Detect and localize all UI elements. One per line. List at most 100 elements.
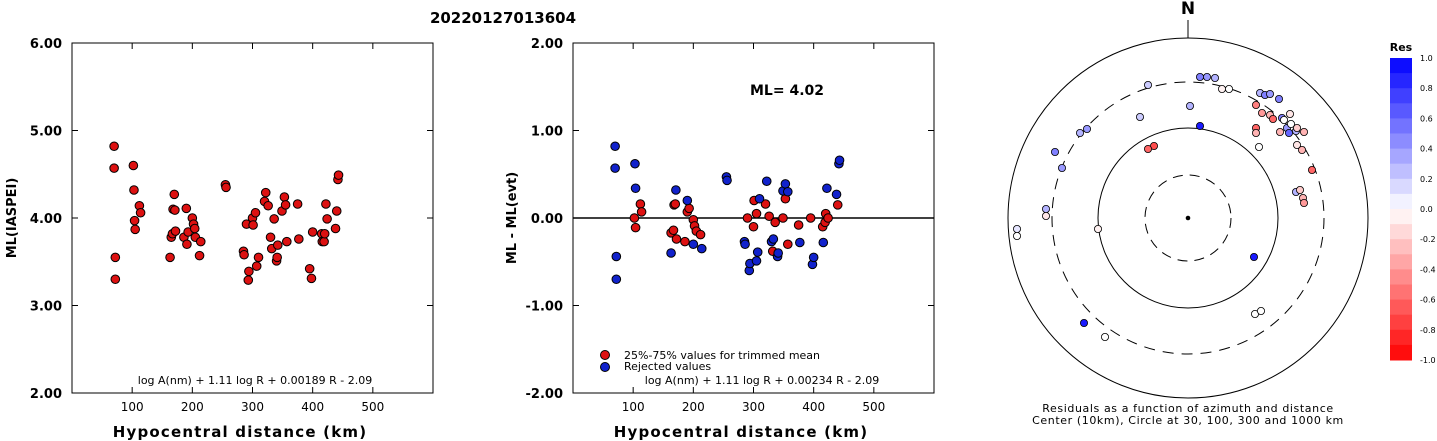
colorbar-cell: [1390, 239, 1412, 255]
ml-point: [330, 223, 341, 234]
azimuth-residual-map: N Residuals as a function of azimuth and…: [1007, 0, 1369, 427]
station-residual-point: [1285, 128, 1294, 137]
colorbar-cell: [1390, 344, 1412, 361]
rejected-point: [696, 243, 707, 254]
rejected-point: [611, 251, 622, 262]
rejected-point: [751, 256, 762, 266]
residual-y-tick-label: 2.00: [531, 37, 563, 52]
colorbar-cell: [1390, 88, 1412, 104]
legend-label-trimmed: 25%-75% values for trimmed mean: [624, 349, 820, 362]
residual-vs-distance-chart: ML - ML(evt) Hypocentral distance (km) M…: [505, 37, 935, 441]
station-residual-point: [1211, 74, 1220, 83]
ml-point: [333, 170, 344, 180]
station-residual-point: [1296, 185, 1305, 194]
rejected-point: [761, 176, 772, 187]
ml-point: [165, 252, 175, 263]
ml-point: [182, 239, 192, 250]
trimmed-point: [778, 213, 788, 223]
trimmed-point: [671, 234, 682, 244]
colorbar-tick-label: 0.6: [1420, 114, 1433, 123]
ml-point: [265, 232, 276, 243]
legend-marker-trimmed: [600, 350, 610, 360]
residual-y-tick-label: 1.00: [531, 125, 563, 140]
trimmed-point: [636, 207, 647, 217]
station-residual-point: [1275, 95, 1284, 104]
rejected-point: [768, 234, 779, 244]
trimmed-point: [742, 213, 753, 223]
rejected-point: [610, 163, 620, 173]
ml-x-tick-label: 200: [181, 400, 204, 414]
ml-y-tick-label: 4.00: [30, 212, 62, 227]
colorbar-cell: [1390, 73, 1412, 89]
station-residual-point: [1083, 125, 1092, 134]
ml-point: [280, 200, 291, 210]
ml-y-tick-label: 2.00: [30, 387, 62, 402]
ml-point: [306, 273, 317, 284]
rejected-point: [795, 237, 805, 248]
ml-point: [128, 160, 139, 171]
residual-x-tick-label: 100: [622, 400, 645, 414]
ml-point: [331, 206, 342, 216]
trimmed-point: [748, 221, 759, 232]
ml-point: [244, 266, 254, 277]
station-residual-point: [1076, 128, 1085, 137]
ml-point: [272, 240, 283, 250]
ml-point: [272, 252, 282, 263]
rejected-point: [666, 248, 676, 258]
ml-point: [251, 261, 262, 271]
ml-point: [221, 182, 231, 193]
ml-point: [307, 227, 318, 237]
trimmed-point: [832, 200, 843, 210]
rejected-point: [831, 189, 842, 200]
colorbar-tick-label: 0.2: [1420, 175, 1433, 184]
colorbar-cell: [1390, 254, 1412, 270]
station-residual-point: [1308, 165, 1317, 174]
station-residual-point: [1144, 81, 1153, 90]
rejected-point: [754, 193, 765, 204]
trimmed-point: [629, 213, 640, 223]
station-residual-point: [1252, 128, 1261, 137]
rejected-point: [611, 274, 622, 285]
trimmed-point: [630, 222, 641, 233]
colorbar-cell: [1390, 118, 1412, 134]
ml-point: [129, 215, 140, 226]
ml-x-tick-label: 100: [121, 400, 144, 414]
station-residual-point: [1042, 204, 1051, 213]
legend-label-rejected: Rejected values: [624, 360, 711, 373]
rejected-point: [818, 237, 829, 248]
ml-point: [170, 205, 180, 215]
ml-y-tick-label: 5.00: [30, 125, 62, 140]
station-residual-point: [1144, 144, 1153, 153]
rejected-point: [630, 183, 641, 194]
residual-formula: log A(nm) + 1.11 log R + 0.00234 R - 2.0…: [645, 374, 879, 387]
ml-point: [181, 203, 192, 214]
rejected-point: [808, 252, 819, 263]
colorbar-cell: [1390, 314, 1412, 331]
rejected-point: [834, 155, 845, 166]
outer-ring: [1007, 37, 1369, 399]
ml-y-axis-label: ML(IASPEI): [5, 178, 20, 259]
station-residual-point: [1042, 211, 1051, 220]
station-residual-point: [1269, 115, 1278, 124]
trimmed-point: [823, 213, 833, 223]
station-residual-point: [1252, 101, 1261, 110]
ml-point: [292, 199, 303, 209]
trimmed-point: [782, 239, 793, 250]
station-residual-point: [1276, 127, 1285, 136]
rejected-point: [740, 239, 750, 250]
station-residual-point: [1051, 147, 1060, 156]
ml-point: [322, 214, 332, 224]
station-residual-point: [1196, 73, 1205, 82]
station-residual-point: [1255, 142, 1264, 151]
trimmed-point: [751, 208, 762, 219]
station-residual-point: [1287, 120, 1296, 129]
ml-point: [269, 214, 279, 224]
colorbar-cell: [1390, 299, 1412, 316]
ml-point: [263, 200, 273, 211]
colorbar-tick-label: -0.4: [1420, 265, 1436, 274]
residual-y-tick-label: -2.00: [526, 387, 563, 402]
ml-point: [194, 250, 205, 261]
ml-point: [319, 228, 330, 239]
ml-point: [279, 192, 290, 202]
